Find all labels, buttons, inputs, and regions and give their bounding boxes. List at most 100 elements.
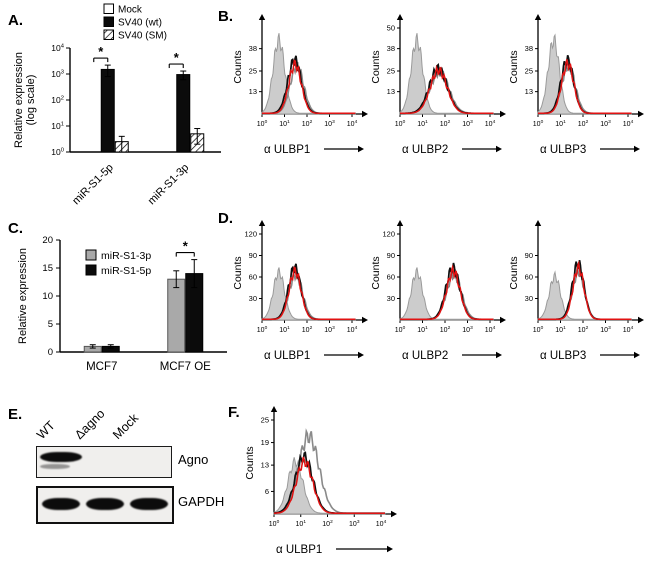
svg-text:102: 102 <box>440 119 451 128</box>
svg-text:104: 104 <box>376 519 387 528</box>
panel-d-histogram-ulbp2: 30 60 90 120 100 101 102 103 104 Counts α ULBP2 <box>370 212 508 364</box>
svg-text:103: 103 <box>349 519 360 528</box>
svg-text:38: 38 <box>525 44 533 53</box>
svg-text:10: 10 <box>42 291 53 302</box>
svg-text:102: 102 <box>302 119 313 128</box>
svg-text:Counts: Counts <box>232 256 244 289</box>
svg-text:α ULBP1: α ULBP1 <box>264 144 310 156</box>
western-blot-panel: WT Δagno Mock Agno GAPDH <box>12 402 242 557</box>
panel-b-histogram-ulbp1: 13 25 38 100 101 102 103 104 Counts α ULBP1 <box>232 6 370 158</box>
svg-text:101: 101 <box>417 325 428 334</box>
svg-text:6: 6 <box>265 487 269 496</box>
svg-text:102: 102 <box>322 519 333 528</box>
svg-text:MCF7 OE: MCF7 OE <box>160 361 211 373</box>
panel-label-b: B. <box>218 8 233 25</box>
svg-text:Counts: Counts <box>370 256 382 289</box>
flow-histogram-svg-D2: 30 60 90 120 100 101 102 103 104 Counts α ULBP2 <box>370 220 506 362</box>
lane-label-dagno: Δagno <box>72 406 108 442</box>
panel-d-histogram-ulbp1: 30 60 90 120 100 101 102 103 104 Counts α ULBP1 <box>232 212 370 364</box>
svg-text:101: 101 <box>555 119 566 128</box>
flow-histogram-svg-D1: 30 60 90 120 100 101 102 103 104 Counts α ULBP1 <box>232 220 368 362</box>
svg-text:miR-S1-5p: miR-S1-5p <box>70 162 116 208</box>
svg-text:50: 50 <box>387 24 395 33</box>
svg-text:Mock: Mock <box>118 5 143 16</box>
svg-text:α ULBP2: α ULBP2 <box>402 350 448 362</box>
svg-text:α ULBP3: α ULBP3 <box>540 350 586 362</box>
svg-text:38: 38 <box>249 44 257 53</box>
panel-c-bar-chart: 0 5 10 15 20 MCF7 MCF7 OE Relative expression mi… <box>12 224 237 392</box>
svg-text:60: 60 <box>387 273 395 282</box>
svg-text:100: 100 <box>257 119 268 128</box>
svg-text:*: * <box>183 239 189 254</box>
agno-band-wt <box>40 452 82 462</box>
svg-text:miR-S1-3p: miR-S1-3p <box>101 250 151 262</box>
svg-text:102: 102 <box>578 325 589 334</box>
svg-text:Counts: Counts <box>508 256 520 289</box>
panel-d-histogram-ulbp3: 30 60 90 100 101 102 103 104 Counts α ULBP3 <box>508 212 646 364</box>
gapdh-band-mock <box>130 498 168 510</box>
panel-label-a: A. <box>8 12 23 29</box>
svg-text:100: 100 <box>533 325 544 334</box>
svg-text:25: 25 <box>261 416 269 425</box>
blot-label-agno: Agno <box>178 452 209 467</box>
svg-text:103: 103 <box>51 69 64 79</box>
svg-text:α ULBP2: α ULBP2 <box>402 144 448 156</box>
svg-text:102: 102 <box>440 325 451 334</box>
svg-text:101: 101 <box>279 119 290 128</box>
lane-label-wt: WT <box>34 418 58 442</box>
svg-text:Relative expression(log scale): Relative expression(log scale) <box>14 52 37 148</box>
svg-text:25: 25 <box>249 67 257 76</box>
svg-text:101: 101 <box>555 325 566 334</box>
svg-text:103: 103 <box>462 325 473 334</box>
panel-b-histogram-ulbp2: 13 25 38 50 100 101 102 103 104 Counts α ULBP2 <box>370 6 508 158</box>
svg-text:SV40 (wt): SV40 (wt) <box>118 18 162 29</box>
svg-text:Counts: Counts <box>370 50 382 83</box>
panel-label-e: E. <box>8 406 23 423</box>
svg-text:60: 60 <box>249 273 257 282</box>
panel-a-bar-chart: 100 101 102 103 104 miR-S1-5p miR-S1-3p Relativ… <box>13 2 229 212</box>
svg-text:0: 0 <box>48 347 53 358</box>
panel-label-f: F. <box>228 404 240 421</box>
agno-blot-image <box>36 446 172 478</box>
svg-text:100: 100 <box>395 119 406 128</box>
svg-text:101: 101 <box>296 519 307 528</box>
svg-text:104: 104 <box>485 325 496 334</box>
svg-text:30: 30 <box>387 294 395 303</box>
gapdh-blot-image <box>36 486 174 524</box>
svg-text:103: 103 <box>462 119 473 128</box>
svg-text:13: 13 <box>387 87 395 96</box>
svg-text:α ULBP1: α ULBP1 <box>264 350 310 362</box>
svg-text:Relative expression: Relative expression <box>17 248 29 344</box>
svg-text:MCF7: MCF7 <box>86 361 117 373</box>
panel-label-c: C. <box>8 220 23 237</box>
svg-text:5: 5 <box>48 319 53 330</box>
svg-text:30: 30 <box>249 294 257 303</box>
svg-text:101: 101 <box>51 121 64 131</box>
svg-text:120: 120 <box>382 230 395 239</box>
svg-text:102: 102 <box>578 119 589 128</box>
gapdh-band-wt <box>42 498 80 510</box>
svg-text:102: 102 <box>51 95 64 105</box>
panel-b-histogram-ulbp3: 13 25 38 100 101 102 103 104 Counts α ULBP3 <box>508 6 646 158</box>
svg-text:104: 104 <box>51 43 64 53</box>
svg-text:90: 90 <box>387 251 395 260</box>
lane-label-mock: Mock <box>110 410 142 442</box>
svg-text:120: 120 <box>244 230 257 239</box>
gapdh-band-dagno <box>86 498 124 510</box>
flow-histogram-svg-D3: 30 60 90 100 101 102 103 104 Counts α ULBP3 <box>508 220 644 362</box>
svg-text:103: 103 <box>600 325 611 334</box>
blot-label-gapdh: GAPDH <box>178 494 225 509</box>
svg-text:101: 101 <box>417 119 428 128</box>
svg-text:*: * <box>174 50 180 65</box>
svg-text:19: 19 <box>261 438 269 447</box>
svg-text:90: 90 <box>525 251 533 260</box>
svg-text:Counts: Counts <box>244 446 256 479</box>
svg-text:103: 103 <box>600 119 611 128</box>
svg-text:104: 104 <box>485 119 496 128</box>
svg-text:13: 13 <box>525 87 533 96</box>
svg-text:*: * <box>98 44 104 59</box>
svg-text:104: 104 <box>347 325 358 334</box>
svg-text:103: 103 <box>324 119 335 128</box>
svg-text:miR-S1-3p: miR-S1-3p <box>146 162 192 208</box>
